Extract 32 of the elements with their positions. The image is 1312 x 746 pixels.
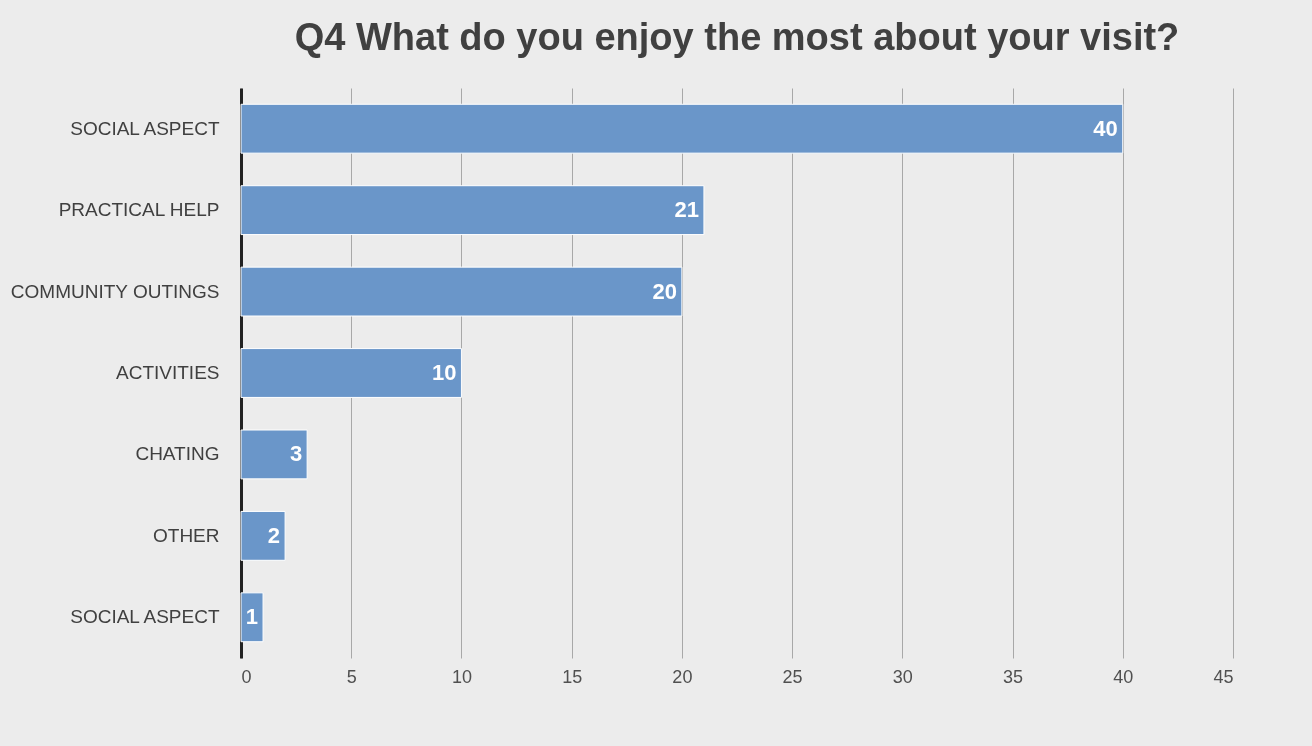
x-tick-label: 35 — [1003, 666, 1024, 687]
bar — [240, 510, 286, 561]
data-label: 40 — [1093, 115, 1118, 141]
x-tick-label: 15 — [562, 666, 583, 687]
bar — [240, 592, 264, 643]
x-tick-label: 40 — [1113, 666, 1134, 687]
x-tick-label: 45 — [1213, 666, 1234, 687]
y-tick-label: COMMUNITY OUTINGS — [10, 280, 220, 302]
x-tick-label: 25 — [782, 666, 803, 687]
bar — [240, 348, 462, 398]
x-tick-label: 5 — [346, 666, 357, 687]
x-tick-label: 10 — [451, 666, 472, 687]
y-tick-label: OTHER — [153, 524, 220, 546]
data-label: 1 — [245, 604, 259, 630]
bar — [240, 185, 705, 236]
bar — [240, 103, 1124, 154]
bar — [240, 429, 308, 480]
x-tick-label: 20 — [672, 666, 693, 687]
y-tick-label: PRACTICAL HELP — [58, 199, 220, 221]
bar — [240, 266, 683, 317]
data-label: 3 — [289, 441, 303, 467]
x-tick-label: 30 — [892, 666, 913, 687]
x-tick-label: 0 — [241, 666, 252, 687]
data-label: 2 — [267, 522, 281, 548]
y-tick-label: CHATING — [135, 443, 220, 465]
data-label: 21 — [674, 197, 699, 223]
data-label: 10 — [431, 360, 457, 385]
y-tick-label: SOCIAL ASPECT — [70, 117, 220, 139]
y-tick-label: ACTIVITIES — [116, 362, 220, 383]
chart-title: Q4 What do you enjoy the most about your visit? — [294, 16, 1180, 58]
y-tick-label: SOCIAL ASPECT — [70, 606, 220, 628]
data-label: 20 — [652, 278, 677, 304]
